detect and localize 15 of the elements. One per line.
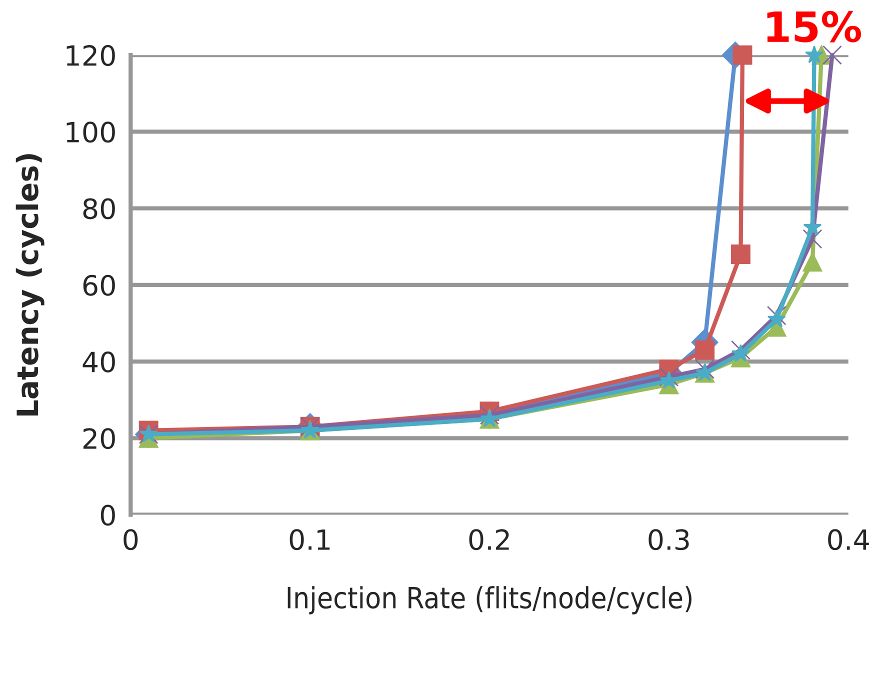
x-tick-label: 0.3 [648, 529, 689, 550]
y-tick-label: 80 [83, 198, 115, 220]
x-tick-label: 0.4 [828, 529, 869, 550]
x-tick-label: 0.1 [290, 529, 330, 550]
y-tick-label: 0 [100, 504, 115, 526]
y-axis-title: Latency (cycles) [16, 154, 44, 416]
y-tick-label: 60 [83, 274, 115, 296]
x-tick-label: 0 [124, 529, 138, 550]
y-tick-label: 20 [83, 428, 115, 450]
y-tick-label: 120 [66, 45, 115, 66]
text: 15% [767, 10, 862, 42]
y-tick-label: 40 [82, 351, 115, 372]
x-axis-title: Injection Rate (flits/node/cycle) [288, 586, 692, 614]
x-tick-label: 0.2 [469, 529, 509, 550]
y-tick-label: 100 [66, 122, 115, 143]
